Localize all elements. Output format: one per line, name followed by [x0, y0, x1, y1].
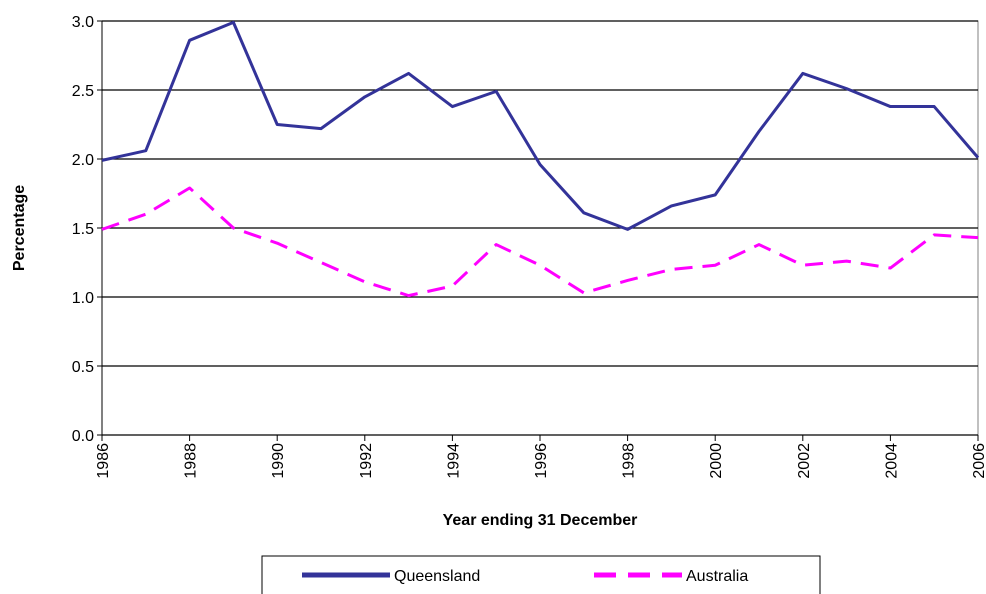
y-tick-label: 3.0: [72, 14, 94, 31]
x-tick-label: 1996: [533, 443, 550, 479]
y-tick-label: 0.5: [72, 359, 94, 376]
y-tick-label: 2.0: [72, 152, 94, 169]
y-tick-label: 2.5: [72, 83, 94, 100]
x-tick-label: 1986: [95, 443, 112, 479]
y-tick-label: 0.0: [72, 428, 94, 445]
legend-label: Australia: [686, 568, 748, 585]
x-tick-label: 2004: [883, 443, 900, 479]
x-tick-label: 2000: [708, 443, 725, 479]
series-line: [101, 186, 979, 298]
x-axis-title: Year ending 31 December: [443, 512, 638, 529]
series-line: [101, 20, 980, 231]
x-tick-label: 1992: [358, 443, 375, 479]
x-tick-label: 1998: [621, 443, 638, 479]
x-tick-label: 2002: [796, 443, 813, 479]
y-tick-label: 1.5: [72, 221, 94, 238]
x-tick-label: 1990: [270, 443, 287, 479]
y-axis-title: Percentage: [11, 185, 28, 271]
y-tick-label: 1.0: [72, 290, 94, 307]
x-tick-label: 1994: [445, 443, 462, 479]
legend-label: Queensland: [394, 568, 480, 585]
x-tick-label: 2006: [971, 443, 986, 479]
x-tick-label: 1988: [183, 443, 200, 479]
